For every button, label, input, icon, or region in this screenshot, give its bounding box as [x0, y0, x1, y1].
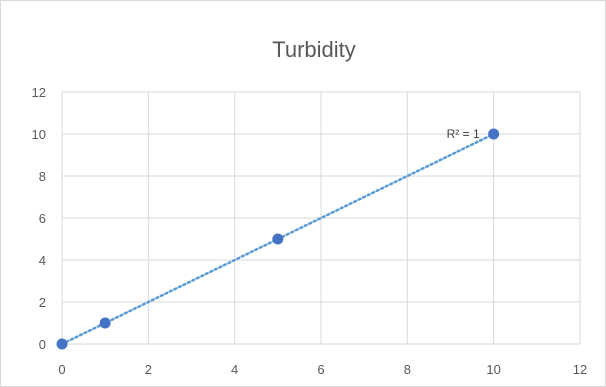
x-tick-label: 10: [486, 362, 500, 377]
annotations: R² = 1: [447, 127, 480, 141]
data-points: [56, 128, 500, 350]
x-tick-label: 6: [317, 362, 324, 377]
y-tick-label: 0: [39, 337, 46, 352]
x-tick-label: 4: [231, 362, 238, 377]
y-tick-label: 8: [39, 169, 46, 184]
y-tick-label: 6: [39, 211, 46, 226]
y-tick-label: 12: [32, 85, 46, 100]
chart-title: Turbidity: [272, 37, 356, 62]
y-tick-label: 2: [39, 295, 46, 310]
x-tick-label: 8: [404, 362, 411, 377]
x-tick-label: 0: [58, 362, 65, 377]
x-tick-label: 12: [573, 362, 587, 377]
axes: 0 2 4 6 8 10 12 0 2 4 6 8 10 12: [32, 85, 588, 377]
data-point: [488, 128, 500, 140]
y-tick-label: 10: [32, 127, 46, 142]
r-squared-label: R² = 1: [447, 127, 480, 141]
y-tick-label: 4: [39, 253, 46, 268]
data-point: [56, 338, 68, 350]
data-point: [272, 233, 284, 245]
x-tick-label: 2: [145, 362, 152, 377]
data-point: [99, 317, 111, 329]
